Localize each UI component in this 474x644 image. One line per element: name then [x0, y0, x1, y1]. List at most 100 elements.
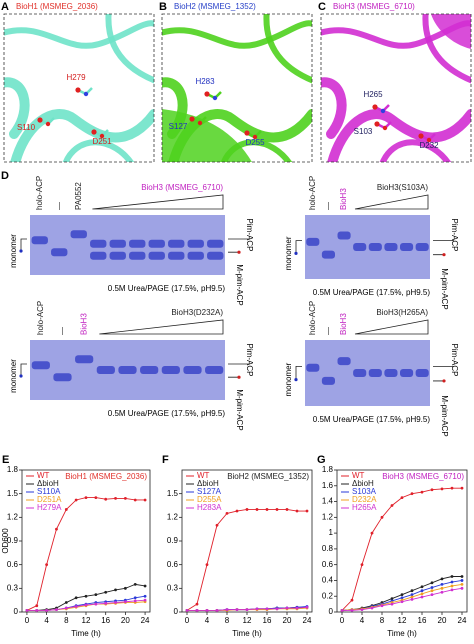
ribbon: [321, 77, 347, 139]
atom: [37, 117, 43, 123]
dot: [442, 379, 446, 383]
data-point: [94, 496, 98, 500]
band: [109, 251, 126, 260]
data-point: [143, 498, 147, 502]
atom: [75, 87, 81, 93]
data-point: [84, 594, 88, 598]
ribbons: [4, 14, 154, 162]
residue-label: D251: [92, 137, 112, 146]
data-point: [143, 584, 147, 588]
data-point: [350, 609, 354, 612]
lane-label: holo-ACP: [36, 301, 45, 335]
band: [400, 243, 414, 251]
side-label: M-pim-ACP: [440, 268, 449, 309]
band: [168, 239, 185, 248]
side-label: monomer: [284, 362, 293, 396]
data-point: [225, 511, 229, 515]
lane-label: BioH3: [339, 313, 348, 335]
ramp: [92, 194, 224, 210]
x-tick-label: 24: [141, 616, 150, 625]
data-point: [420, 595, 424, 599]
ramp-label: BioH3(H265A): [376, 308, 428, 317]
x-tick-label: 24: [303, 616, 312, 625]
structure: H265 S103 D232: [320, 13, 472, 163]
lane-label: BioH3: [79, 313, 88, 335]
chart-title: BioH3 (MSMEG_6710): [382, 472, 464, 481]
band: [129, 239, 146, 248]
panel-letter: E: [2, 454, 9, 466]
panel-letter: C: [318, 1, 326, 13]
legend-label: D255A: [197, 495, 222, 504]
band: [205, 366, 224, 374]
data-point: [440, 487, 444, 491]
data-point: [143, 598, 147, 602]
data-point: [440, 582, 444, 586]
data-point: [450, 575, 454, 578]
data-point: [205, 563, 209, 567]
legend-label: WT: [197, 471, 210, 480]
data-point: [295, 509, 299, 513]
residue-label: H279: [66, 73, 86, 82]
dot: [237, 250, 241, 254]
lane-label: —: [54, 202, 63, 210]
y-tick-label: 1.4: [322, 497, 334, 506]
data-point: [195, 602, 199, 606]
x-tick-label: 8: [380, 616, 385, 625]
y-tick-label: 1.6: [322, 481, 334, 490]
data-point: [450, 588, 454, 592]
data-point: [94, 593, 98, 597]
data-point: [360, 608, 364, 612]
data-point: [350, 598, 354, 602]
ribbon: [4, 20, 154, 49]
data-point: [370, 531, 374, 535]
data-point: [143, 594, 147, 598]
residue-label: D232: [419, 141, 439, 150]
band: [321, 376, 335, 385]
side-label: Pim-ACP: [450, 344, 459, 377]
side-label: monomer: [9, 234, 18, 268]
legend-label: S103A: [352, 487, 377, 496]
legend-label: D251A: [37, 495, 62, 504]
band: [353, 243, 367, 251]
data-point: [45, 563, 49, 567]
band: [384, 369, 398, 377]
condition: 0.5M Urea/PAGE (17.5%, pH9.5): [313, 415, 431, 424]
data-point: [380, 515, 384, 519]
x-axis-label: Time (h): [232, 629, 262, 638]
panel-letter: B: [159, 1, 167, 13]
atom: [204, 91, 210, 97]
lane-label: PA0552: [74, 182, 83, 210]
x-tick-label: 0: [185, 616, 190, 625]
lane-label: —: [58, 327, 67, 335]
dot: [237, 375, 241, 379]
residue-label: S127: [169, 122, 188, 131]
data-point: [265, 508, 269, 511]
side-label: Pim-ACP: [245, 219, 254, 252]
band: [415, 243, 429, 251]
data-point: [440, 590, 444, 594]
lane-label: —: [324, 327, 333, 335]
atom: [374, 121, 380, 127]
ribbon: [162, 20, 312, 49]
y-tick-label: 0.6: [7, 560, 19, 569]
lane-label: holo-ACP: [308, 301, 317, 335]
legend-label: H265A: [352, 503, 377, 512]
dot: [442, 253, 446, 257]
data-point: [460, 579, 464, 582]
data-point: [340, 609, 344, 612]
legend-label: WT: [352, 471, 365, 480]
x-tick-label: 8: [64, 616, 69, 625]
ramp: [354, 194, 429, 210]
arrow: [20, 238, 27, 251]
x-tick-label: 16: [418, 616, 427, 625]
y-tick-label: 0: [329, 607, 334, 616]
ribbon: [4, 77, 30, 139]
band: [161, 366, 180, 374]
data-point: [255, 508, 259, 511]
structure: H279 S110 D251: [3, 13, 155, 163]
data-point: [450, 486, 454, 490]
band: [415, 369, 429, 377]
atom: [418, 133, 424, 139]
data-point: [133, 599, 137, 603]
data-point: [215, 609, 219, 612]
